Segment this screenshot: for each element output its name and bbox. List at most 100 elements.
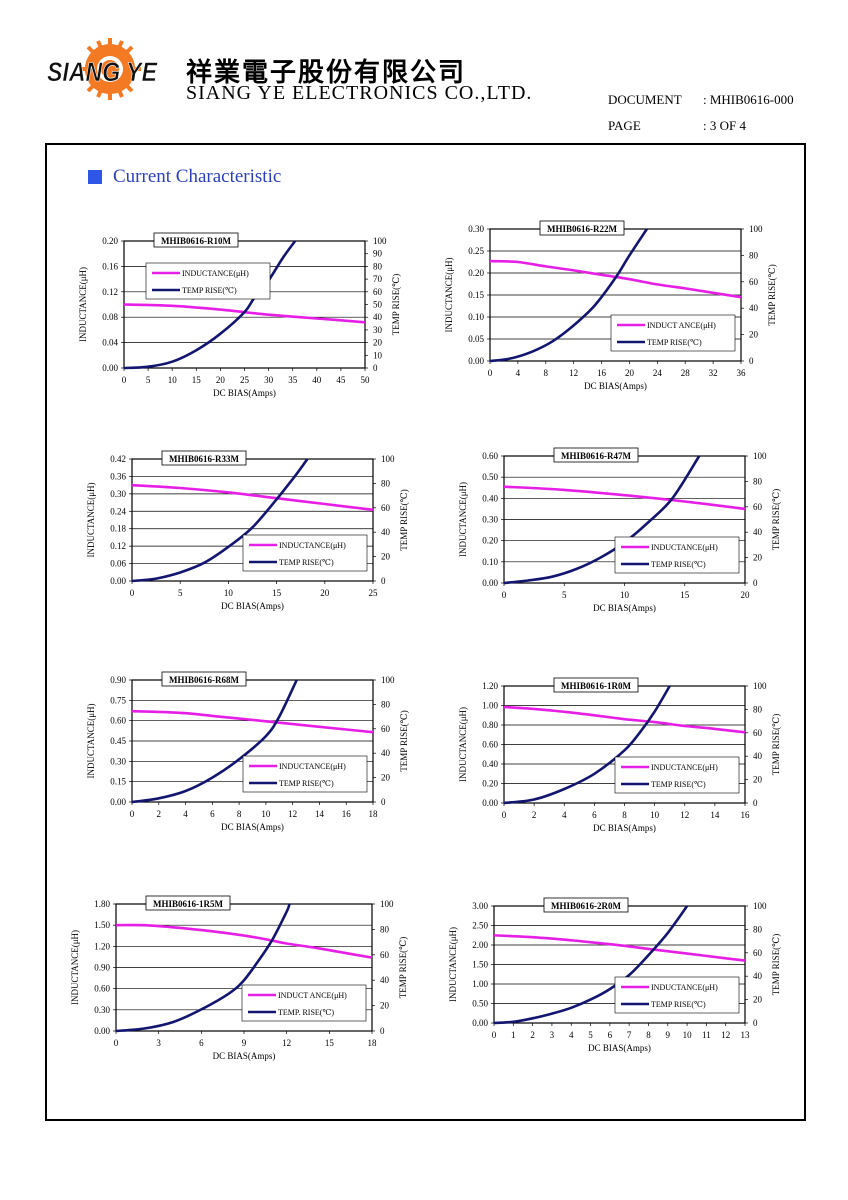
y2-axis-label: TEMP RISE(℃): [767, 264, 777, 325]
y-axis-label: INDUCTANCE(μH): [458, 482, 468, 557]
chart-title-frame: [161, 450, 247, 466]
x-tick-label: 0: [488, 368, 493, 378]
temp-rise-series-line: [503, 455, 701, 585]
y2-tick-label: 20: [753, 553, 763, 563]
section-title: Current Characteristic: [113, 166, 282, 187]
y2-tick-label: 40: [753, 527, 763, 537]
x-tick-label: 13: [741, 1030, 751, 1040]
x-tick-label: 12: [282, 1038, 291, 1048]
y-tick-label: 0.20: [482, 536, 498, 546]
chart-title: MHIB0616-2R0M: [551, 901, 621, 911]
legend-frame: [614, 756, 740, 794]
y-tick-label: 0.00: [482, 578, 498, 588]
x-tick-label: 15: [680, 590, 690, 600]
y2-tick-label: 0: [381, 797, 386, 807]
x-tick-label: 20: [625, 368, 635, 378]
inductance-series-line: [493, 933, 746, 962]
y-tick-label: 0.15: [468, 290, 484, 300]
x-axis-label: DC BIAS(Amps): [213, 1051, 276, 1061]
x-tick-label: 12: [721, 1030, 730, 1040]
legend-frame: [145, 262, 271, 300]
y2-tick-label: 20: [753, 775, 763, 785]
company-name-chinese: 祥業電子股份有限公司: [186, 58, 467, 88]
y-tick-label: 0.36: [110, 471, 126, 481]
y-tick-label: 0.18: [110, 524, 126, 534]
legend-entry: INDUCT ANCE(μH): [647, 321, 716, 330]
chart-title: MHIB0616-R47M: [561, 451, 631, 461]
chart-title-box: MHIB0616-2R0M: [543, 897, 629, 913]
y-tick-label: 0.16: [102, 261, 118, 271]
y-tick-label: 0.00: [482, 798, 498, 808]
legend-entry: INDUCTANCE(μH): [279, 762, 346, 771]
legend-entry: INDUCTANCE(μH): [651, 543, 718, 552]
y2-axis-label: TEMP RISE(℃): [391, 274, 401, 335]
x-tick-label: 30: [264, 375, 274, 385]
y2-axis-label: TEMP RISE(℃): [771, 489, 781, 550]
y2-tick-label: 40: [753, 971, 763, 981]
chart-title-box: MHIB0616-R22M: [539, 220, 625, 236]
chart-title-box: MHIB0616-R68M: [161, 671, 247, 687]
x-axis-label: DC BIAS(Amps): [588, 1043, 651, 1053]
legend-frame: [614, 976, 740, 1014]
x-tick-label: 18: [369, 809, 379, 819]
y-tick-label: 0.12: [102, 287, 118, 297]
x-axis-label: DC BIAS(Amps): [593, 603, 656, 613]
y2-tick-label: 100: [749, 224, 763, 234]
y2-tick-label: 0: [381, 576, 386, 586]
y2-tick-label: 80: [373, 261, 383, 271]
inductance-series-line: [131, 483, 374, 512]
x-tick-label: 15: [272, 588, 282, 598]
y2-tick-label: 40: [381, 748, 391, 758]
x-tick-label: 0: [130, 809, 135, 819]
company-name-english: SIANG YE ELECTRONICS CO.,LTD.: [186, 82, 533, 104]
x-tick-label: 0: [122, 375, 127, 385]
y2-tick-label: 70: [373, 274, 383, 284]
y-tick-label: 1.20: [482, 681, 498, 691]
y2-tick-label: 80: [749, 250, 759, 260]
x-tick-label: 8: [544, 368, 549, 378]
chart-mhib0616-r22m: 0.000.050.100.150.200.250.30020406080100…: [444, 220, 777, 391]
y2-tick-label: 80: [753, 704, 763, 714]
legend-entry: TEMP RISE(℃): [651, 560, 706, 569]
y2-tick-label: 40: [380, 975, 390, 985]
x-tick-label: 5: [178, 588, 183, 598]
y-tick-label: 0.40: [482, 759, 498, 769]
legend-frame: [614, 536, 740, 574]
y2-tick-label: 60: [749, 277, 759, 287]
y-tick-label: 0.25: [468, 246, 484, 256]
temp-rise-series-line: [503, 685, 671, 805]
x-tick-label: 16: [741, 810, 751, 820]
x-tick-label: 16: [597, 368, 607, 378]
section-heading: Current Characteristic: [88, 166, 281, 188]
y-axis-label: INDUCTANCE(μH): [78, 267, 88, 342]
chart-title-box: MHIB0616-R10M: [153, 232, 239, 248]
y-axis-label: INDUCTANCE(μH): [86, 482, 96, 557]
y2-tick-label: 20: [381, 773, 391, 783]
y2-tick-label: 0: [749, 356, 754, 366]
x-tick-label: 20: [741, 590, 751, 600]
x-tick-label: 6: [592, 810, 597, 820]
legend: INDUCTANCE(μH) TEMP RISE(℃): [614, 976, 740, 1014]
x-axis-label: DC BIAS(Amps): [221, 601, 284, 611]
chart-title-frame: [145, 895, 231, 911]
chart-title: MHIB0616-1R0M: [561, 681, 631, 691]
y-tick-label: 3.00: [472, 901, 488, 911]
chart-title: MHIB0616-R33M: [169, 454, 239, 464]
chart-mhib0616-2r0m: 0.000.501.001.502.002.503.00020406080100…: [448, 897, 781, 1053]
legend-entry: TEMP RISE(℃): [279, 558, 334, 567]
x-tick-label: 0: [114, 1038, 119, 1048]
y-tick-label: 0.08: [102, 312, 118, 322]
chart-title-frame: [543, 897, 629, 913]
x-tick-label: 10: [261, 809, 271, 819]
x-tick-label: 0: [130, 588, 135, 598]
y-tick-label: 1.00: [482, 701, 498, 711]
y2-axis-label: TEMP RISE(℃): [399, 710, 409, 771]
x-tick-label: 2: [530, 1030, 535, 1040]
page-label: PAGE: [608, 118, 641, 133]
temp-rise-series-line: [123, 240, 297, 370]
y-tick-label: 1.00: [472, 979, 488, 989]
y-tick-label: 0.00: [110, 797, 126, 807]
x-tick-label: 50: [361, 375, 371, 385]
y2-tick-label: 80: [753, 476, 763, 486]
chart-title: MHIB0616-R68M: [169, 675, 239, 685]
